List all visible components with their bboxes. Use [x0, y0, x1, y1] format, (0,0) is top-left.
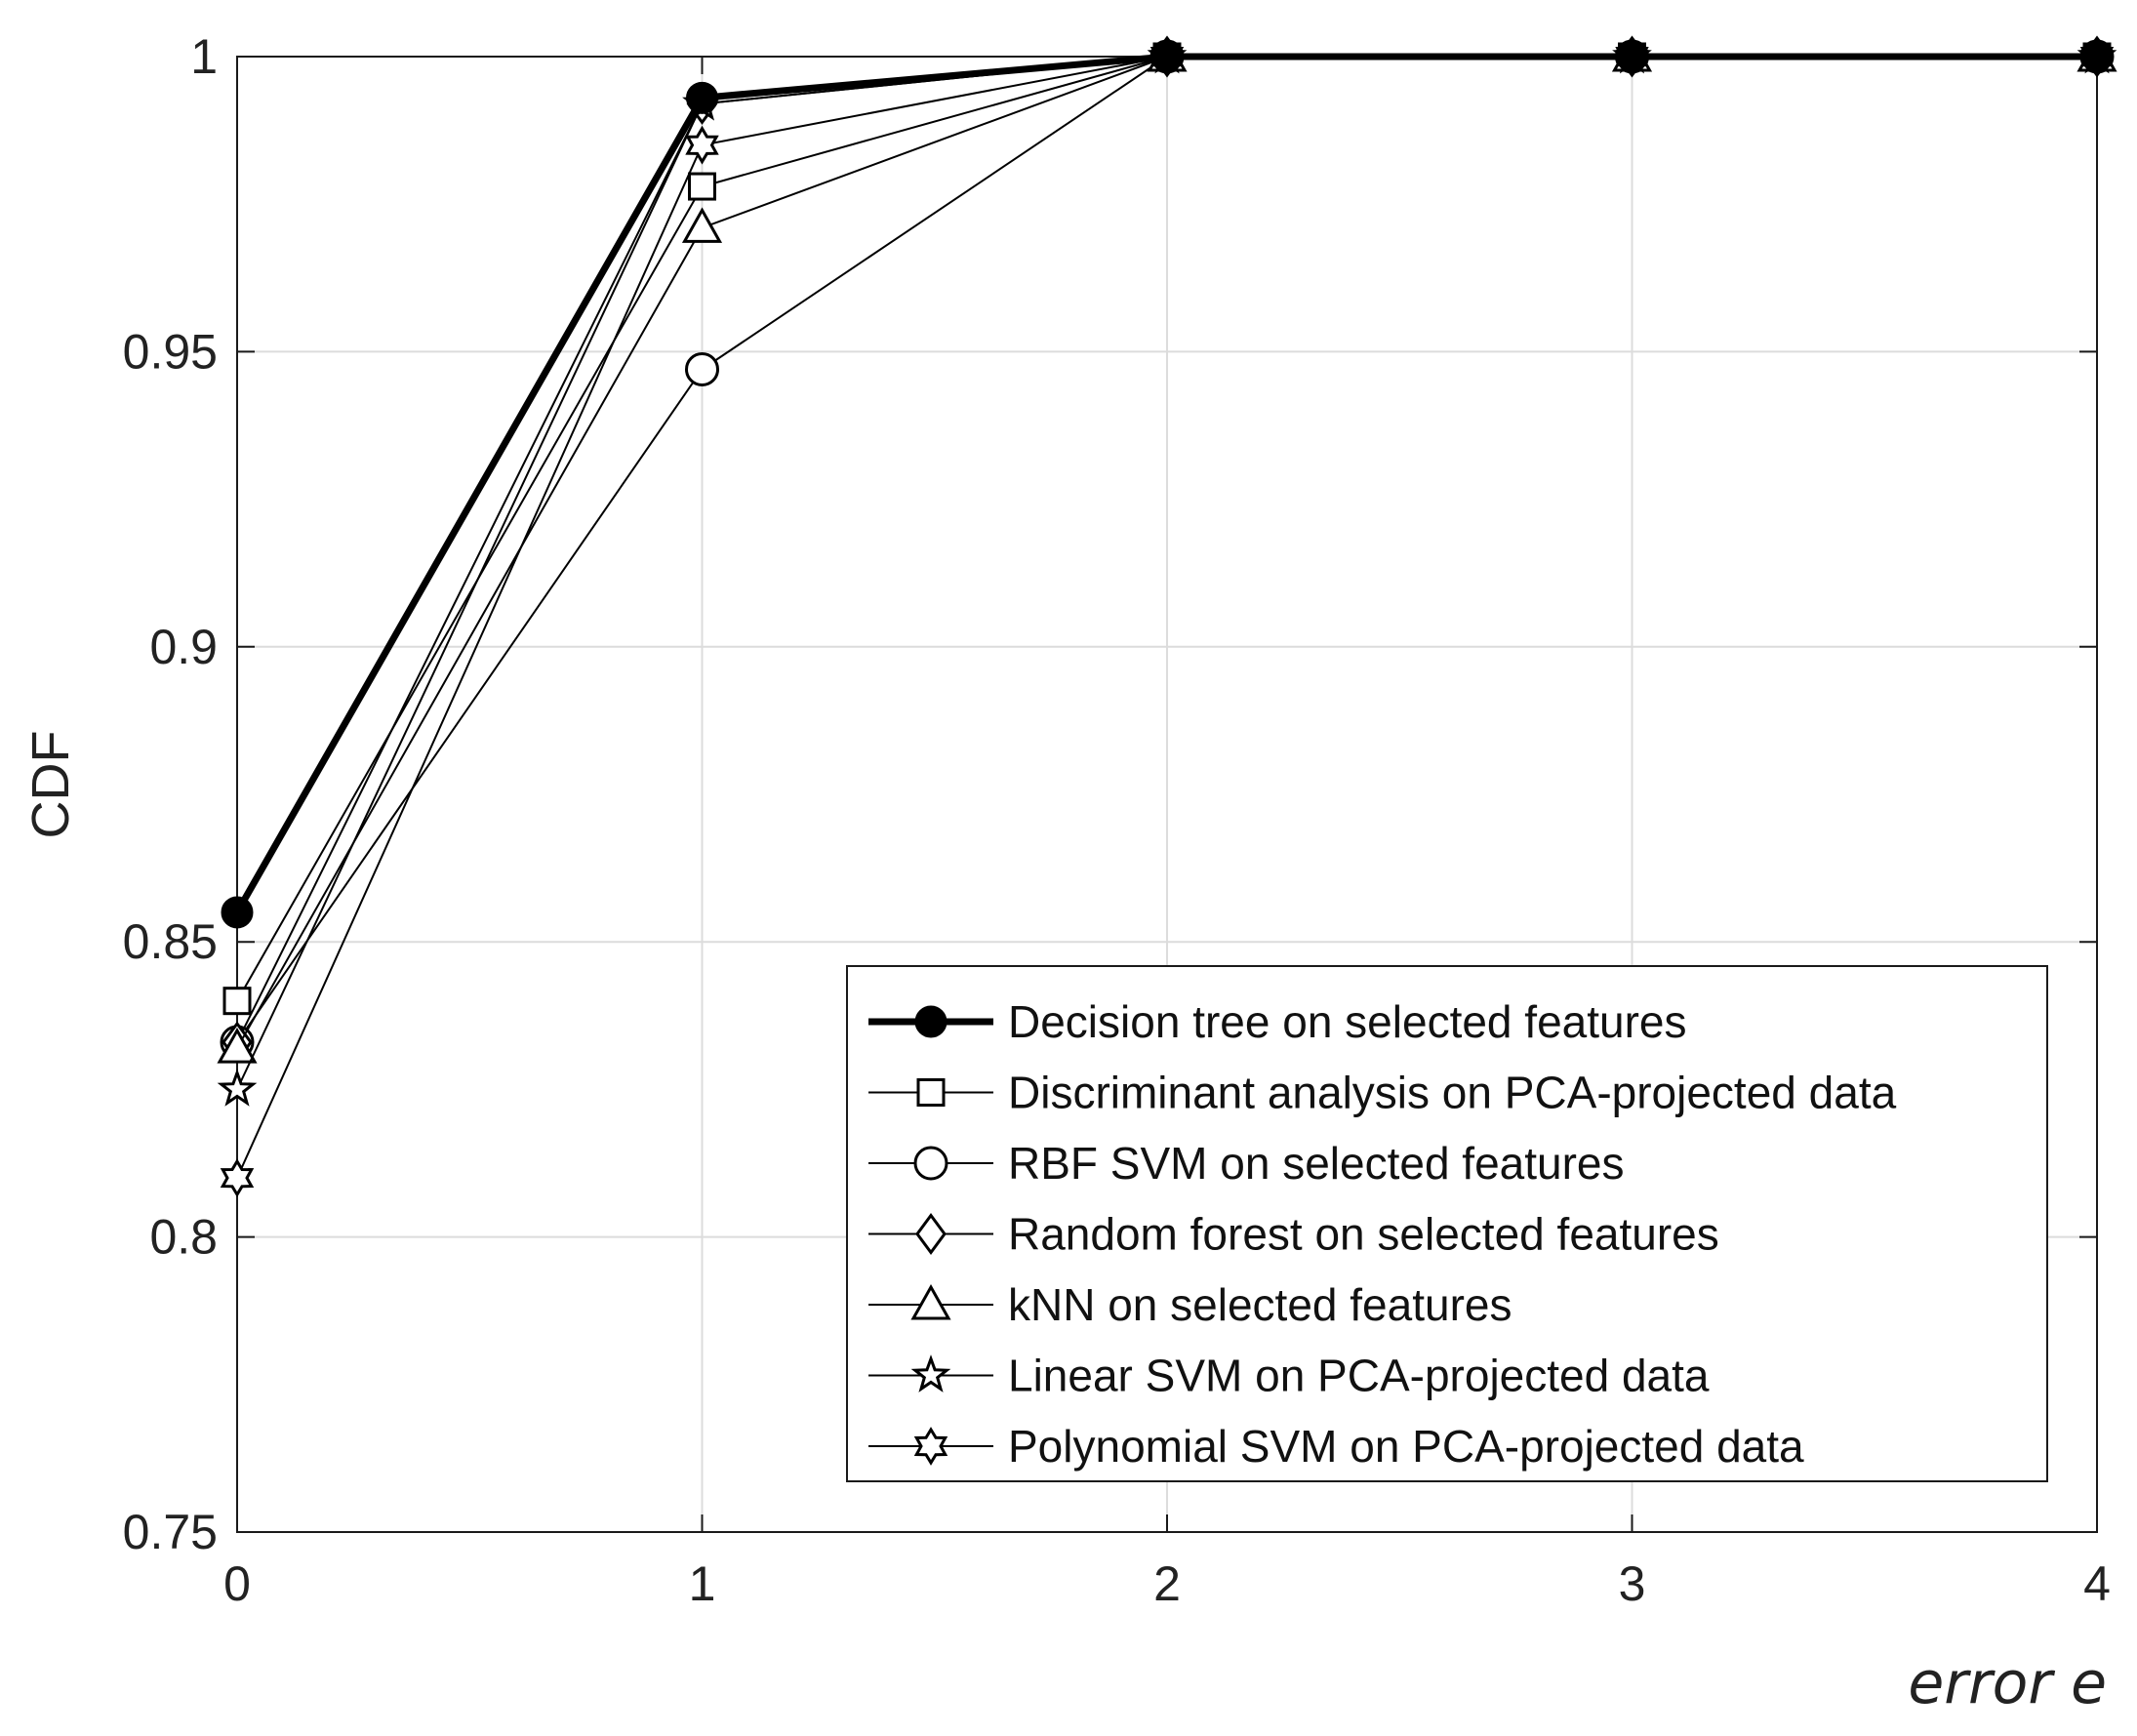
legend-marker-1	[916, 1078, 946, 1107]
data-point-5-0	[217, 1069, 258, 1107]
data-point-6-1	[685, 125, 719, 165]
legend-marker-2	[913, 1146, 948, 1181]
x-axis-title: error e	[1908, 1649, 2107, 1717]
y-tick-label: 0.85	[123, 914, 218, 969]
y-tick-label: 0.95	[123, 324, 218, 379]
y-tick-label: 0.75	[123, 1505, 218, 1559]
x-tick-label: 4	[2083, 1556, 2111, 1611]
legend-label-0: Decision tree on selected features	[1008, 996, 1687, 1047]
x-tick-label: 0	[223, 1556, 251, 1611]
axis-ticks: 0 1 2 3 4 0.75 0.8 0.85 0.9 0.95 1	[123, 29, 2111, 1611]
series-lines	[217, 35, 2117, 1198]
y-tick-label: 0.8	[149, 1210, 218, 1265]
data-point-0-2	[1150, 40, 1184, 73]
legend-item-3: Random forest on selected features	[868, 1209, 1719, 1260]
y-tick-label: 0.9	[149, 620, 218, 674]
data-point-0-1	[686, 81, 718, 114]
legend-marker-4	[910, 1283, 951, 1320]
legend-marker-6	[913, 1427, 948, 1466]
legend-marker-3	[915, 1212, 947, 1256]
data-point-6-0	[220, 1158, 255, 1198]
data-point-1-1	[688, 172, 716, 201]
x-tick-label: 1	[689, 1556, 716, 1611]
legend-label-5: Linear SVM on PCA-projected data	[1008, 1351, 1710, 1401]
data-point-2-1	[685, 352, 719, 387]
legend-label-2: RBF SVM on selected features	[1008, 1138, 1625, 1189]
data-point-4-1	[681, 207, 723, 243]
data-point-0-0	[221, 896, 254, 929]
legend-label-1: Discriminant analysis on PCA-projected d…	[1008, 1068, 1897, 1118]
legend-item-2: RBF SVM on selected features	[868, 1138, 1625, 1189]
data-point-0-4	[2080, 40, 2114, 73]
legend-item-4: kNN on selected features	[868, 1279, 1512, 1330]
legend-item-0: Decision tree on selected features	[868, 996, 1687, 1047]
legend-label-6: Polynomial SVM on PCA-projected data	[1008, 1421, 1804, 1472]
legend: Decision tree on selected features Discri…	[846, 965, 2048, 1482]
data-point-0-3	[1616, 40, 1648, 73]
x-tick-label: 2	[1153, 1556, 1181, 1611]
data-point-1-0	[222, 987, 252, 1016]
series-0	[221, 40, 2114, 929]
legend-label-3: Random forest on selected features	[1008, 1209, 1719, 1260]
y-tick-label: 1	[190, 29, 218, 84]
legend-marker-0	[914, 1005, 948, 1038]
legend-item-1: Discriminant analysis on PCA-projected d…	[868, 1068, 1897, 1118]
legend-item-5: Linear SVM on PCA-projected data	[868, 1351, 1710, 1401]
data-point-4-0	[217, 1028, 258, 1064]
y-axis-title: CDF	[21, 731, 80, 839]
legend-label-4: kNN on selected features	[1008, 1279, 1512, 1330]
x-tick-label: 3	[1619, 1556, 1646, 1611]
legend-marker-5	[910, 1354, 951, 1393]
legend-item-6: Polynomial SVM on PCA-projected data	[868, 1421, 1804, 1472]
legend-box	[846, 965, 2048, 1482]
